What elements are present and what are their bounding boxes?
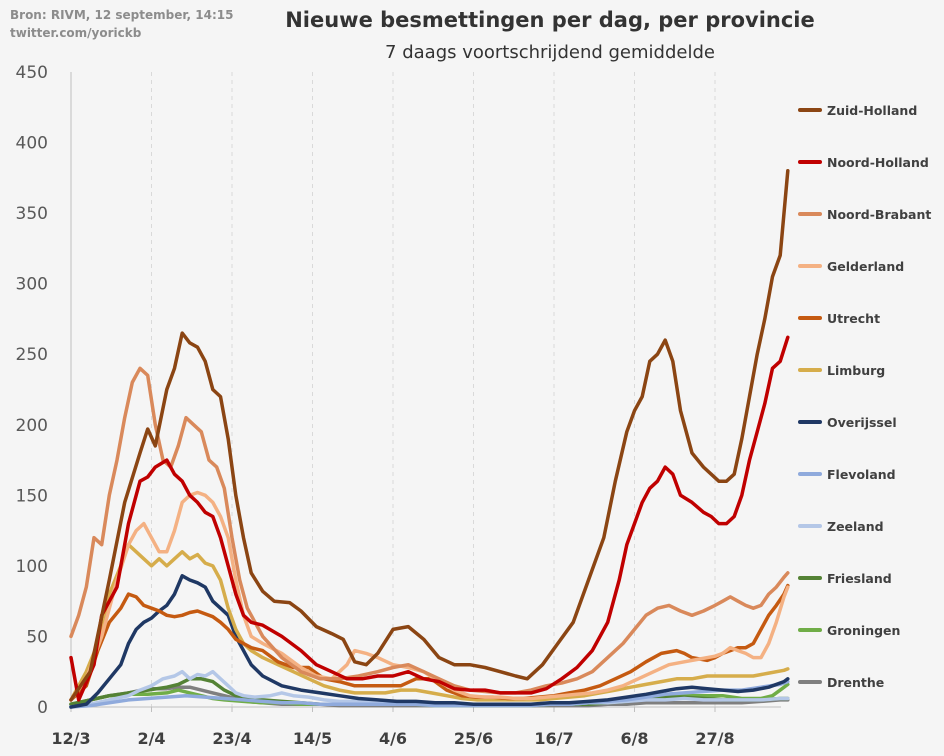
legend-swatch	[798, 628, 822, 632]
legend-item: Utrecht	[798, 308, 944, 328]
series-line	[69, 366, 790, 695]
legend-swatch	[798, 108, 822, 112]
legend-item: Noord-Brabant	[798, 204, 944, 224]
legend-label: Noord-Holland	[827, 154, 929, 170]
series-line	[69, 669, 790, 709]
legend-swatch	[798, 680, 822, 684]
legend-item: Zuid-Holland	[798, 100, 944, 120]
legend-item: Noord-Holland	[798, 152, 944, 172]
legend-item: Groningen	[798, 620, 944, 640]
legend-swatch	[798, 316, 822, 320]
legend-label: Friesland	[827, 570, 892, 586]
source-line-1: Bron: RIVM, 12 september, 14:15	[10, 8, 234, 22]
chart-series	[69, 169, 790, 709]
source-note: Bron: RIVM, 12 september, 14:15 twitter.…	[10, 6, 233, 42]
legend-item: Zeeland	[798, 516, 944, 536]
x-tick-label: 23/4	[212, 729, 251, 748]
legend-swatch	[798, 264, 822, 268]
legend-swatch	[798, 576, 822, 580]
legend-label: Gelderland	[827, 258, 905, 274]
series-line	[69, 574, 790, 709]
y-tick-label: 200	[16, 416, 48, 436]
x-tick-label: 27/8	[695, 729, 734, 748]
chart-subtitle: 7 daags voortschrijdend gemiddelde	[385, 42, 715, 63]
legend-item: Flevoland	[798, 464, 944, 484]
x-tick-label: 25/6	[454, 729, 493, 748]
source-line-2: twitter.com/yorickb	[10, 26, 142, 40]
chart-grid	[151, 72, 716, 707]
x-tick-label: 12/3	[51, 729, 90, 748]
legend-label: Noord-Brabant	[827, 206, 932, 222]
y-tick-label: 450	[16, 63, 48, 83]
series-line	[69, 335, 790, 702]
series-line	[69, 490, 790, 702]
chart-tick-labels: 0 50 100 150 200 250 300 350 400 450 12/3 2/4 23/4 14…	[16, 63, 735, 748]
y-tick-label: 150	[16, 486, 48, 506]
x-tick-label: 4/6	[379, 729, 407, 748]
x-tick-label: 16/7	[534, 729, 573, 748]
legend-swatch	[798, 524, 822, 528]
legend-label: Utrecht	[827, 310, 881, 326]
legend-label: Flevoland	[827, 466, 896, 482]
legend-label: Zeeland	[827, 518, 884, 534]
legend-item: Friesland	[798, 568, 944, 588]
legend-label: Zuid-Holland	[827, 102, 918, 118]
chart-title: Nieuwe besmettingen per dag, per provinc…	[285, 8, 815, 32]
y-tick-label: 50	[26, 627, 48, 647]
x-tick-label: 6/8	[620, 729, 648, 748]
y-tick-label: 300	[16, 275, 48, 295]
legend-item: Overijssel	[798, 412, 944, 432]
series-line	[69, 169, 790, 702]
y-tick-label: 0	[37, 698, 48, 718]
series-line	[69, 542, 790, 702]
y-tick-label: 250	[16, 345, 48, 365]
y-tick-label: 350	[16, 204, 48, 224]
legend-swatch	[798, 160, 822, 164]
series-line	[69, 679, 790, 709]
x-tick-label: 2/4	[137, 729, 165, 748]
legend-label: Drenthe	[827, 674, 885, 690]
legend-label: Groningen	[827, 622, 901, 638]
legend-item: Drenthe	[798, 672, 944, 692]
legend-label: Limburg	[827, 362, 886, 378]
legend-swatch	[798, 212, 822, 216]
legend-swatch	[798, 472, 822, 476]
y-tick-label: 400	[16, 134, 48, 154]
legend-item: Gelderland	[798, 256, 944, 276]
legend-item: Limburg	[798, 360, 944, 380]
legend-swatch	[798, 368, 822, 372]
series-line	[69, 583, 790, 702]
y-tick-label: 100	[16, 557, 48, 577]
legend-swatch	[798, 420, 822, 424]
legend-label: Overijssel	[827, 414, 897, 430]
x-tick-label: 14/5	[293, 729, 332, 748]
